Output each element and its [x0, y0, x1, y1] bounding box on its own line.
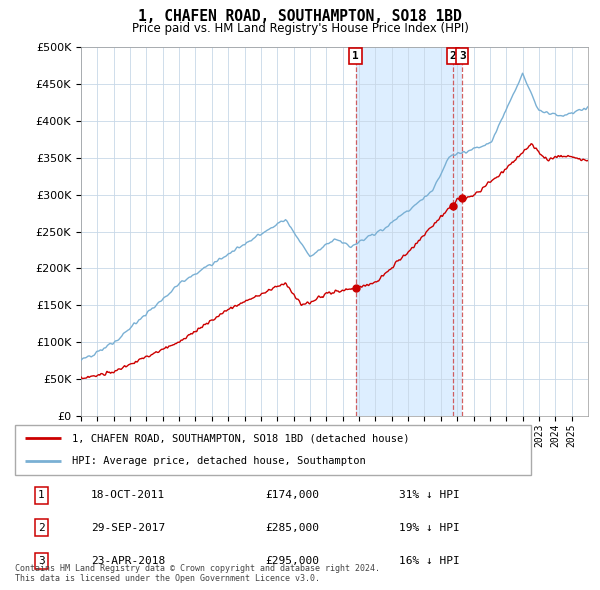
Text: 2: 2	[449, 51, 456, 61]
Text: 29-SEP-2017: 29-SEP-2017	[91, 523, 165, 533]
Text: £174,000: £174,000	[265, 490, 319, 500]
Text: 18-OCT-2011: 18-OCT-2011	[91, 490, 165, 500]
Text: 1: 1	[38, 490, 44, 500]
Text: Price paid vs. HM Land Registry's House Price Index (HPI): Price paid vs. HM Land Registry's House …	[131, 22, 469, 35]
Text: 2: 2	[38, 523, 44, 533]
Text: 3: 3	[38, 556, 44, 566]
Text: 16% ↓ HPI: 16% ↓ HPI	[399, 556, 460, 566]
Text: 3: 3	[459, 51, 466, 61]
Text: HPI: Average price, detached house, Southampton: HPI: Average price, detached house, Sout…	[72, 457, 365, 467]
Text: 1, CHAFEN ROAD, SOUTHAMPTON, SO18 1BD (detached house): 1, CHAFEN ROAD, SOUTHAMPTON, SO18 1BD (d…	[72, 433, 409, 443]
Text: 1: 1	[352, 51, 359, 61]
Text: £285,000: £285,000	[265, 523, 319, 533]
FancyBboxPatch shape	[15, 425, 531, 475]
Bar	[356, 47, 462, 416]
Text: Contains HM Land Registry data © Crown copyright and database right 2024.
This d: Contains HM Land Registry data © Crown c…	[15, 563, 380, 583]
Text: 1, CHAFEN ROAD, SOUTHAMPTON, SO18 1BD: 1, CHAFEN ROAD, SOUTHAMPTON, SO18 1BD	[138, 9, 462, 24]
Text: 23-APR-2018: 23-APR-2018	[91, 556, 165, 566]
Text: 31% ↓ HPI: 31% ↓ HPI	[399, 490, 460, 500]
Text: 19% ↓ HPI: 19% ↓ HPI	[399, 523, 460, 533]
Text: £295,000: £295,000	[265, 556, 319, 566]
